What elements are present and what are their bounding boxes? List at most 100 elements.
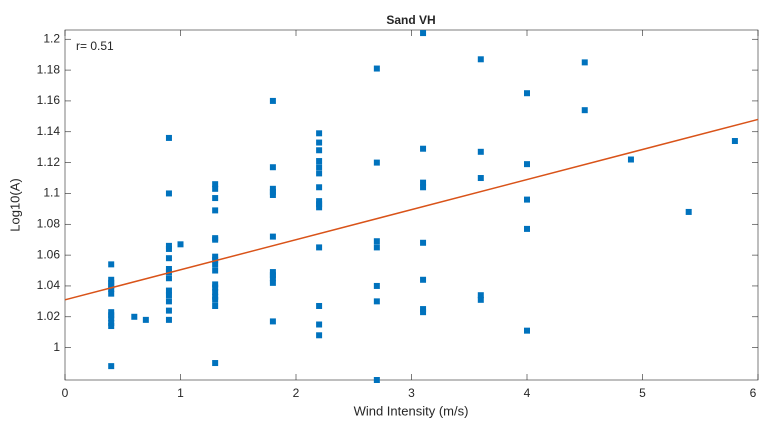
point [524,327,530,334]
point [212,185,219,192]
point [165,265,172,272]
point [373,238,380,245]
point [269,275,276,282]
point [581,59,588,66]
fit-line [64,118,759,301]
point [165,255,172,262]
point [420,145,427,152]
point [108,261,115,268]
point [212,256,219,263]
y-tick-label: 1.18 [37,62,61,76]
point [269,185,276,192]
y-tick-label: 1.08 [37,216,61,230]
x-axis-label: Wind Intensity (m/s) [354,403,469,418]
point [212,195,219,202]
y-axis-label: Log10(A) [7,178,22,231]
y-tick-label: 1.2 [43,31,60,45]
point [212,236,219,243]
x-tick-label: 1 [177,386,184,400]
point [685,208,692,215]
point [212,281,219,288]
point [212,284,219,291]
point [165,134,172,141]
point [477,296,484,303]
point [269,318,276,325]
point [420,276,427,283]
point [316,244,323,251]
point [524,225,530,232]
y-tick-label: 1.14 [37,124,61,138]
point [316,204,323,211]
point [212,302,219,309]
point [316,302,323,309]
point [165,316,172,323]
point [165,292,172,299]
point [108,276,115,283]
point [165,245,172,252]
point [420,306,427,313]
point [142,316,149,323]
point [212,296,219,303]
point [165,242,172,249]
point [420,179,427,186]
point [212,261,219,268]
plot-box [64,29,759,381]
point [373,65,380,72]
point [108,315,115,322]
point [165,307,172,314]
y-tick-label: 1.16 [37,93,61,107]
point [269,164,276,171]
point [420,184,427,191]
annotation: r= 0.51 [76,39,114,53]
y-tick-label: 1.06 [37,247,61,261]
y-tick-label: 1 [53,340,60,354]
point [108,309,115,316]
point [316,147,323,154]
x-tick-label: 3 [408,386,415,400]
point [108,319,115,326]
point [316,198,323,205]
point [108,279,115,286]
x-tick-label: 6 [750,386,757,400]
point [627,156,634,163]
point [269,272,276,279]
point [316,332,323,339]
point [212,267,219,274]
point [316,170,323,177]
point [316,158,323,165]
point [108,363,115,370]
point [316,130,323,137]
point [420,30,427,37]
x-tick-label: 0 [62,386,69,400]
point [316,184,323,191]
point [731,138,738,145]
point [581,107,588,114]
point [373,298,380,305]
point [165,298,172,305]
y-tick-label: 1.04 [37,278,61,292]
point [212,253,219,260]
point [212,360,219,367]
chart-title: Sand VH [386,13,435,27]
point [373,377,380,383]
point [269,191,276,198]
point [108,312,115,319]
y-tick-label: 1.12 [37,155,61,169]
point [212,289,219,296]
point [477,56,484,63]
point [373,159,380,166]
x-tick-label: 5 [639,386,646,400]
point [316,164,323,171]
point [165,190,172,197]
point [477,292,484,299]
point [524,161,530,168]
point [373,244,380,251]
point [108,323,115,330]
y-tick-label: 1.02 [37,309,61,323]
point [477,148,484,155]
point [269,279,276,286]
point [177,241,184,248]
point [269,269,276,276]
point [165,287,172,294]
